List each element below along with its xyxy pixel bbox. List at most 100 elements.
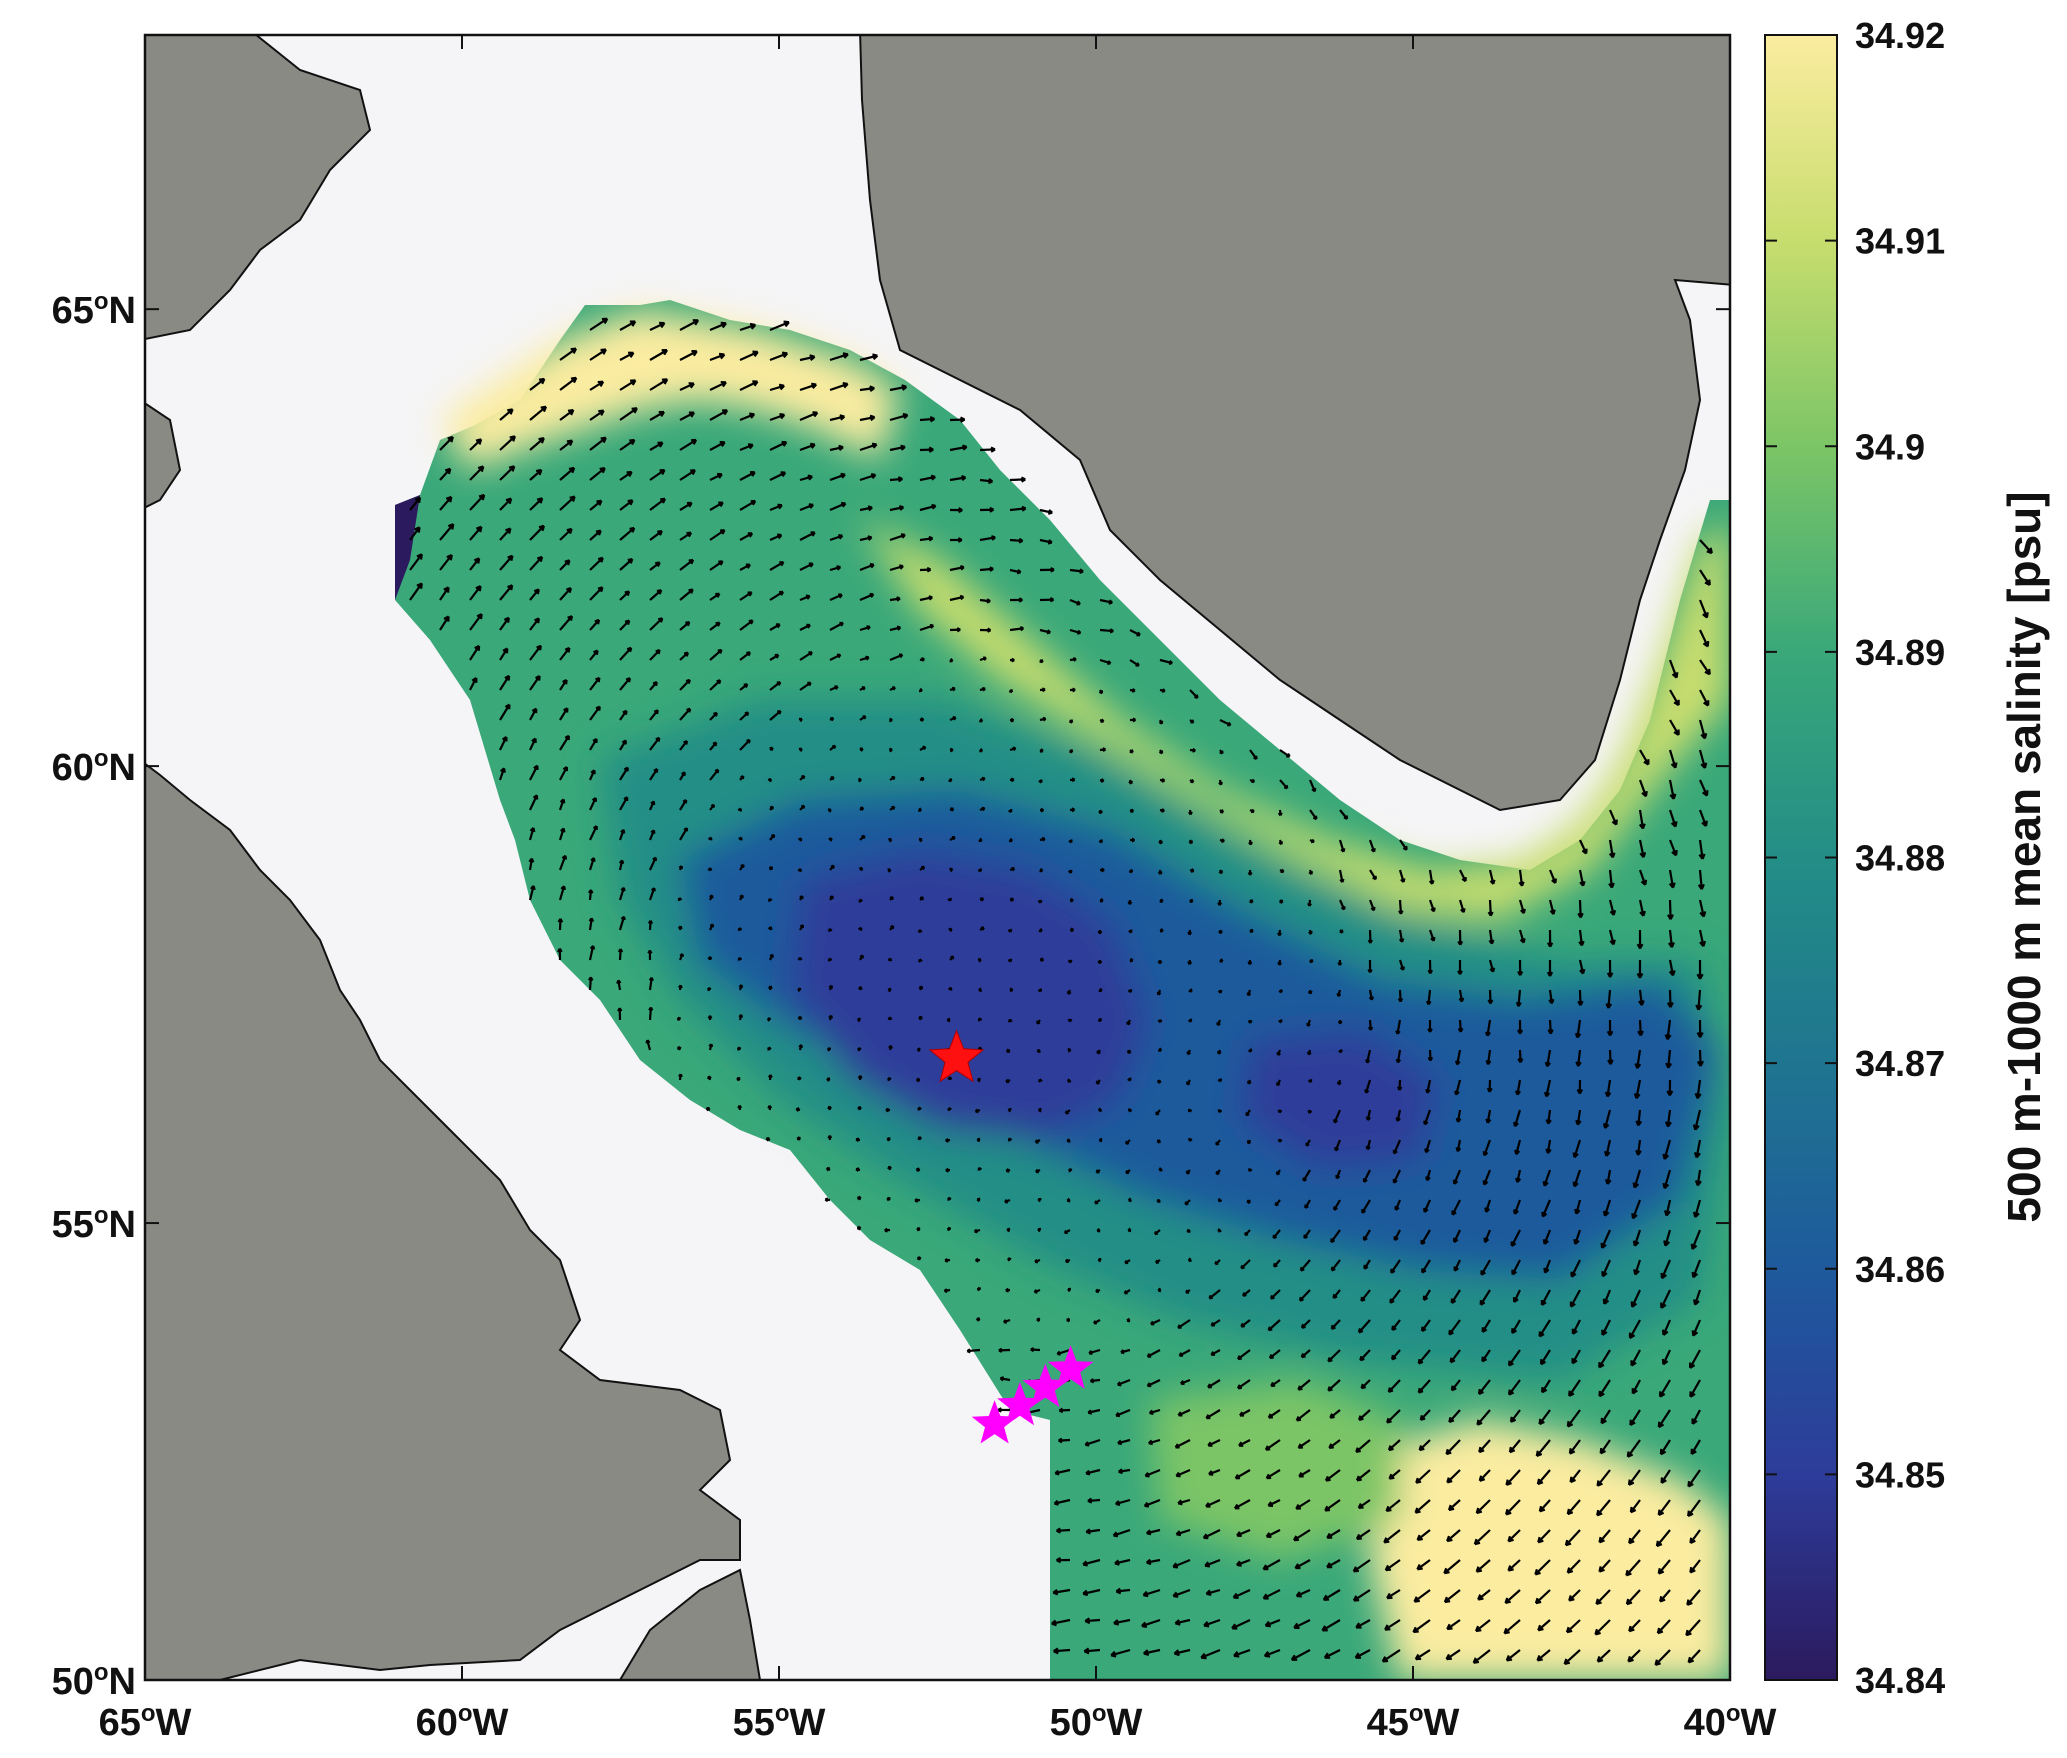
velocity-arrow-head bbox=[1155, 1111, 1160, 1116]
velocity-arrow-head bbox=[1543, 1091, 1551, 1098]
velocity-arrow-head bbox=[1007, 1108, 1012, 1113]
velocity-arrow bbox=[709, 322, 727, 332]
velocity-arrow bbox=[1326, 1559, 1341, 1569]
velocity-arrow-head bbox=[891, 805, 896, 810]
velocity-arrow bbox=[589, 467, 606, 481]
velocity-arrow-head bbox=[1177, 1499, 1183, 1506]
velocity-arrow-head bbox=[1507, 1360, 1514, 1367]
velocity-arrow-head bbox=[716, 679, 722, 685]
velocity-arrow-head bbox=[1272, 1262, 1278, 1268]
velocity-arrow-head bbox=[947, 897, 953, 902]
velocity-arrow-head bbox=[1633, 1269, 1640, 1276]
velocity-arrow-head bbox=[1116, 1381, 1122, 1387]
velocity-arrow-head bbox=[1010, 777, 1015, 783]
velocity-arrow bbox=[1606, 1079, 1612, 1097]
velocity-arrow-head bbox=[1067, 869, 1073, 874]
velocity-arrow bbox=[1698, 809, 1708, 827]
velocity-arrow bbox=[1570, 1259, 1581, 1278]
velocity-arrow bbox=[589, 499, 603, 511]
velocity-arrow-head bbox=[1454, 1090, 1460, 1096]
velocity-arrow-head bbox=[1278, 989, 1283, 994]
velocity-arrow-head bbox=[1570, 1271, 1577, 1278]
velocity-arrow-head bbox=[1040, 807, 1045, 813]
velocity-arrow-head bbox=[1509, 1416, 1517, 1423]
velocity-arrow bbox=[1262, 1559, 1281, 1571]
magenta-star bbox=[997, 1381, 1043, 1426]
velocity-arrow-head bbox=[713, 711, 718, 717]
velocity-arrow-head bbox=[901, 384, 908, 391]
velocity-arrow-head bbox=[1188, 840, 1193, 845]
velocity-arrow bbox=[1699, 659, 1711, 675]
velocity-arrow bbox=[558, 885, 566, 901]
velocity-arrow bbox=[1668, 929, 1673, 948]
velocity-arrow bbox=[559, 735, 570, 751]
velocity-arrow-head bbox=[678, 865, 684, 870]
velocity-arrow bbox=[1568, 1589, 1581, 1602]
velocity-arrow-head bbox=[808, 562, 814, 568]
velocity-arrow-head bbox=[1517, 1029, 1524, 1035]
velocity-arrow bbox=[1608, 809, 1618, 826]
velocity-arrow-head bbox=[1127, 989, 1133, 993]
velocity-arrow bbox=[1415, 1469, 1431, 1484]
velocity-arrow-head bbox=[1231, 1623, 1238, 1630]
velocity-arrow-head bbox=[444, 467, 452, 475]
velocity-arrow-head bbox=[1513, 1209, 1519, 1215]
velocity-arrow bbox=[1563, 1649, 1581, 1665]
velocity-arrow bbox=[1488, 869, 1495, 885]
velocity-arrow bbox=[469, 557, 481, 571]
velocity-arrow bbox=[1488, 899, 1492, 916]
velocity-arrow-head bbox=[564, 559, 571, 566]
velocity-arrow-head bbox=[1360, 1296, 1366, 1302]
velocity-arrow bbox=[1510, 1229, 1521, 1247]
velocity-arrow-head bbox=[1673, 699, 1680, 707]
velocity-arrow-head bbox=[1238, 1441, 1244, 1447]
velocity-arrow-head bbox=[797, 1076, 802, 1081]
velocity-arrow-head bbox=[1384, 1564, 1392, 1572]
velocity-arrow-head bbox=[966, 1348, 971, 1354]
velocity-arrow-head bbox=[1694, 1092, 1702, 1099]
map-panel: 65oW 60oW 55oW 50oW 45oW 40oW 65oN60oN55oN50o… bbox=[52, 33, 1777, 1744]
velocity-arrow-head bbox=[1355, 1533, 1363, 1541]
velocity-arrow bbox=[679, 350, 698, 361]
velocity-arrow-head bbox=[1359, 1355, 1365, 1362]
velocity-arrow-head bbox=[1079, 568, 1084, 574]
velocity-arrow-head bbox=[1227, 721, 1232, 727]
velocity-arrow-head bbox=[1422, 1295, 1429, 1301]
velocity-arrow-head bbox=[768, 865, 773, 870]
velocity-arrow-head bbox=[1071, 807, 1076, 813]
velocity-arrow-head bbox=[832, 744, 837, 749]
velocity-arrow-head bbox=[1566, 1508, 1574, 1516]
velocity-arrow-head bbox=[1096, 1050, 1101, 1055]
velocity-arrow-head bbox=[1515, 1001, 1522, 1007]
velocity-arrow bbox=[1516, 1079, 1522, 1095]
velocity-arrow bbox=[859, 593, 874, 602]
velocity-arrow-head bbox=[828, 1014, 833, 1019]
velocity-arrow-head bbox=[1696, 973, 1704, 980]
velocity-arrow-head bbox=[1634, 1063, 1642, 1069]
velocity-arrow-head bbox=[629, 320, 637, 327]
velocity-arrow-head bbox=[1272, 1234, 1277, 1240]
velocity-arrow-head bbox=[1540, 1300, 1547, 1306]
velocity-arrow bbox=[1295, 1499, 1311, 1510]
velocity-arrow-head bbox=[600, 348, 607, 355]
velocity-arrow-head bbox=[1131, 837, 1136, 843]
velocity-arrow-head bbox=[1706, 547, 1713, 555]
velocity-arrow-head bbox=[620, 828, 626, 834]
velocity-arrow bbox=[1234, 1499, 1251, 1510]
velocity-arrow-head bbox=[717, 472, 723, 479]
velocity-arrow-head bbox=[1253, 755, 1258, 761]
velocity-arrow-head bbox=[1277, 932, 1282, 937]
velocity-arrow bbox=[1689, 1379, 1701, 1398]
velocity-arrow-head bbox=[740, 863, 745, 868]
velocity-arrow-head bbox=[1100, 718, 1105, 723]
velocity-arrow bbox=[469, 585, 482, 601]
velocity-arrow-head bbox=[1007, 1137, 1013, 1142]
velocity-arrow-head bbox=[959, 564, 965, 571]
velocity-arrow-head bbox=[1656, 1627, 1664, 1635]
velocity-arrow-head bbox=[798, 1044, 804, 1049]
velocity-arrow-head bbox=[712, 741, 718, 747]
velocity-arrow bbox=[588, 945, 595, 961]
velocity-arrow bbox=[1668, 779, 1675, 800]
velocity-arrow-head bbox=[1157, 1287, 1162, 1293]
velocity-arrow bbox=[1147, 1349, 1161, 1358]
